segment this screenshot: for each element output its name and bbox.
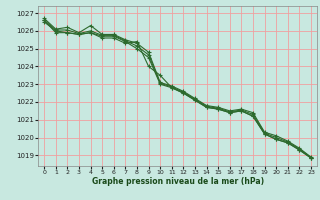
X-axis label: Graphe pression niveau de la mer (hPa): Graphe pression niveau de la mer (hPa) [92, 177, 264, 186]
